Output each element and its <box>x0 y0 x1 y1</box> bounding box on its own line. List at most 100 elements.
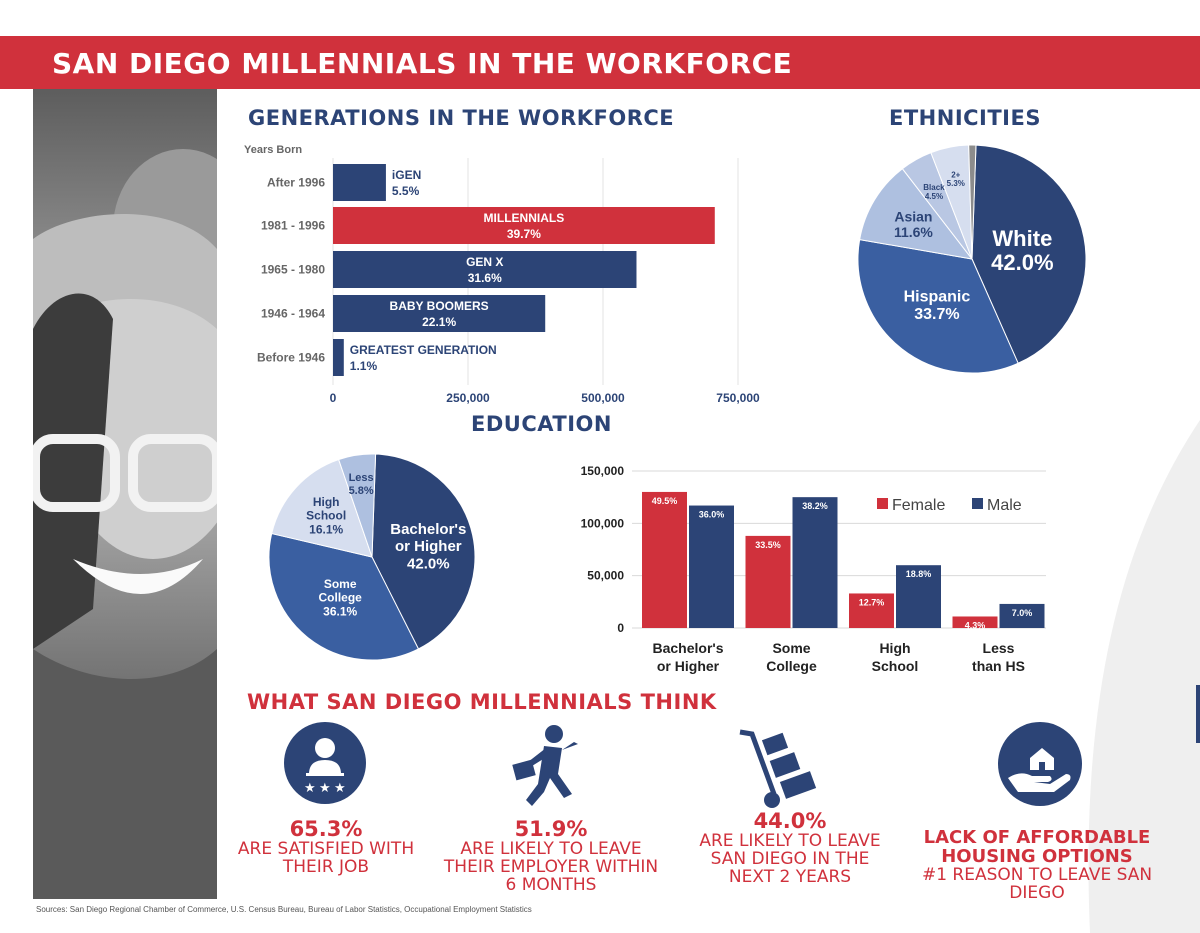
stat-housing-reason: LACK OF AFFORDABLE HOUSING OPTIONS #1 RE… <box>912 828 1162 902</box>
edu-slice <box>268 532 420 661</box>
edu-bar-label: 33.5% <box>755 540 781 550</box>
eth-slice <box>859 168 974 260</box>
eth-slice-label: 2+ <box>951 170 960 179</box>
edu-slice-value: 5.8% <box>349 485 374 497</box>
edu-bar-male <box>896 565 941 628</box>
house-in-hand-icon <box>998 722 1082 806</box>
edu-slice-value: 42.0% <box>407 555 450 572</box>
edu-slice <box>371 453 476 650</box>
stat-job-satisfaction-text: ARE SATISFIED WITH THEIR JOB <box>237 839 415 877</box>
edu-y-tick-label: 150,000 <box>581 464 625 478</box>
ethnicities-chart-title: ETHNICITIES <box>889 106 1041 130</box>
gen-bar-name-label: GEN X <box>466 255 503 269</box>
edu-category-label: Less <box>983 640 1015 656</box>
edu-category-label: Bachelor's <box>652 640 723 656</box>
gen-bar-percent-label: 1.1% <box>350 359 378 373</box>
gen-bar-name-label: BABY BOOMERS <box>390 299 489 313</box>
edu-bar-label: 49.5% <box>652 496 678 506</box>
edu-bar-female <box>849 593 894 628</box>
gen-x-tick-label: 750,000 <box>716 391 760 405</box>
stat-housing-reason-text: #1 REASON TO LEAVE SAN DIEGO <box>921 865 1153 903</box>
eth-slice-label: White <box>992 226 1052 251</box>
generations-chart-title: GENERATIONS IN THE WORKFORCE <box>248 106 675 130</box>
gen-bar-percent-label: 22.1% <box>422 315 456 329</box>
eth-slice <box>857 239 1019 374</box>
edu-y-tick-label: 100,000 <box>581 516 625 530</box>
edu-bar-label: 12.7% <box>859 597 885 607</box>
stat-leave-employer-value: 51.9% <box>514 817 588 841</box>
gen-bar <box>333 207 715 244</box>
edu-y-tick-label: 50,000 <box>587 569 624 583</box>
eth-slice-value: 5.3% <box>947 179 965 188</box>
eth-slice-value: 4.5% <box>925 192 943 201</box>
gen-category-label: 1965 - 1980 <box>261 263 325 277</box>
stat-leave-san-diego: 44.0% ARE LIKELY TO LEAVE SAN DIEGO IN T… <box>686 810 894 886</box>
eth-slice-value: 42.0% <box>991 250 1053 275</box>
edu-bar-female <box>642 491 687 628</box>
stat-leave-san-diego-value: 44.0% <box>753 809 827 833</box>
edu-bar-label: 7.0% <box>1012 608 1033 618</box>
gen-bar-percent-label: 31.6% <box>468 271 502 285</box>
edu-slice-value: 16.1% <box>309 523 343 537</box>
svg-text:★: ★ <box>319 780 331 795</box>
edu-category-label: School <box>872 658 919 674</box>
edu-slice-label: College <box>318 591 362 605</box>
rated-employee-icon: ★ ★ ★ <box>284 722 366 804</box>
stat-leave-employer: 51.9% ARE LIKELY TO LEAVE THEIR EMPLOYER… <box>440 818 662 894</box>
gen-bar-name-label: GREATEST GENERATION <box>350 343 497 357</box>
edu-y-tick-label: 0 <box>617 621 624 635</box>
gen-bar <box>333 251 637 288</box>
gen-x-tick-label: 500,000 <box>581 391 625 405</box>
edu-legend-label: Female <box>892 497 945 514</box>
stat-leave-san-diego-text: ARE LIKELY TO LEAVE SAN DIEGO IN THE NEX… <box>699 831 881 887</box>
eth-slice <box>971 144 1087 364</box>
eth-slice-label: Black <box>923 183 945 192</box>
running-man-briefcase-icon <box>512 725 578 806</box>
stat-job-satisfaction: 65.3% ARE SATISFIED WITH THEIR JOB <box>232 818 420 876</box>
edu-bar-female <box>952 616 998 628</box>
edu-slice-label: Some <box>324 577 357 591</box>
page-title: SAN DIEGO MILLENNIALS IN THE WORKFORCE <box>52 47 793 80</box>
edu-bar-male <box>792 497 838 628</box>
svg-text:★: ★ <box>304 780 316 795</box>
hand-truck-boxes-icon <box>739 729 817 808</box>
eth-slice-value: 33.7% <box>914 306 959 323</box>
edu-category-label: Some <box>772 640 810 656</box>
sources-note: Sources: San Diego Regional Chamber of C… <box>36 905 532 914</box>
edu-bar-label: 4.3% <box>965 620 986 630</box>
stat-housing-reason-value: LACK OF AFFORDABLE HOUSING OPTIONS <box>923 827 1151 867</box>
education-chart-title: EDUCATION <box>471 412 612 436</box>
edu-bar-male <box>689 505 734 628</box>
eth-slice <box>968 144 977 260</box>
edu-slice-label: or Higher <box>395 538 462 555</box>
gen-bar-percent-label: 39.7% <box>507 227 541 241</box>
gen-category-label: 1981 - 1996 <box>261 219 325 233</box>
gen-bar <box>333 339 344 376</box>
edu-category-label: or Higher <box>657 658 720 674</box>
gen-bar <box>333 295 546 332</box>
gen-x-tick-label: 250,000 <box>446 391 490 405</box>
edu-legend-label: Male <box>987 497 1022 514</box>
think-section-title: WHAT SAN DIEGO MILLENNIALS THINK <box>247 690 717 714</box>
gen-y-axis-label: Years Born <box>244 144 302 156</box>
eth-slice-label: Hispanic <box>904 289 971 306</box>
edu-bar-label: 38.2% <box>802 501 828 511</box>
edu-bar-female <box>745 535 791 628</box>
gen-bar-name-label: iGEN <box>392 168 421 182</box>
gen-bar-name-label: MILLENNIALS <box>484 211 565 225</box>
edu-slice-label: Less <box>349 472 374 484</box>
stat-leave-employer-text: ARE LIKELY TO LEAVE THEIR EMPLOYER WITHI… <box>443 839 659 895</box>
edu-slice-label: High <box>313 495 340 509</box>
edu-slice-value: 36.1% <box>323 604 357 618</box>
gen-x-tick-label: 0 <box>330 391 337 405</box>
gen-bar <box>333 164 386 201</box>
gen-category-label: Before 1946 <box>257 351 325 365</box>
edu-slice <box>338 453 377 558</box>
eth-slice-label: Asian <box>894 209 932 225</box>
edu-bar-label: 36.0% <box>699 510 725 520</box>
